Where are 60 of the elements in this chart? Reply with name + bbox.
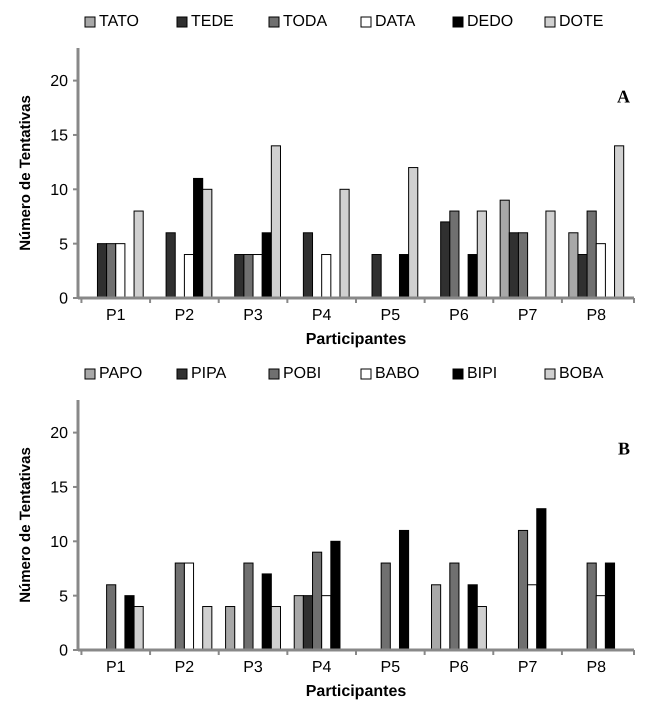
y-tick-label: 10	[50, 534, 68, 551]
bar	[449, 562, 460, 650]
bar	[243, 562, 254, 650]
y-tick-label: 20	[50, 425, 68, 442]
legend-label: DEDO	[467, 13, 514, 30]
x-tick-label: P8	[586, 659, 606, 676]
bar	[321, 254, 332, 298]
legend-label: DOTE	[559, 13, 604, 30]
x-tick-label: P8	[586, 307, 606, 324]
legend-label: PIPA	[191, 365, 227, 382]
legend-label: TODA	[283, 13, 328, 30]
legend-label: DATA	[375, 13, 416, 30]
bar	[372, 254, 382, 298]
x-tick-label: P2	[174, 659, 194, 676]
bar	[134, 210, 144, 298]
y-axis-title: Número de Tentativas	[17, 447, 34, 603]
y-tick-label: 5	[59, 588, 68, 606]
bar	[166, 232, 176, 298]
x-tick-label: P6	[449, 307, 469, 324]
bar	[106, 584, 116, 650]
bar	[398, 530, 410, 650]
legend-label: BABO	[375, 365, 420, 382]
x-tick-label: P5	[380, 659, 400, 676]
y-tick-label: 15	[50, 128, 68, 145]
y-tick-label: 5	[59, 236, 68, 254]
y-tick-label: 0	[59, 642, 68, 660]
x-tick-label: P1	[106, 659, 126, 676]
bar	[614, 145, 624, 298]
legend-label: PAPO	[99, 365, 142, 382]
bar	[302, 232, 314, 298]
bar	[339, 188, 350, 298]
legend-label: POBI	[283, 365, 322, 382]
legend-label: TEDE	[191, 13, 234, 30]
x-tick-label: P4	[312, 307, 332, 324]
x-tick-label: P7	[518, 659, 538, 676]
y-tick-label: 0	[59, 290, 68, 308]
y-tick-label: 10	[50, 182, 68, 199]
bar	[431, 584, 442, 650]
x-axis-title: Participantes	[306, 331, 406, 348]
x-tick-label: P1	[106, 307, 126, 324]
legend-label: BOBA	[559, 365, 604, 382]
x-tick-label: P3	[243, 659, 263, 676]
y-tick-label: 15	[50, 480, 68, 497]
bar	[202, 606, 212, 650]
legend-label: TATO	[99, 13, 139, 30]
y-tick-label: 20	[50, 73, 68, 90]
annotation: B	[618, 438, 630, 458]
x-tick-label: P5	[380, 307, 400, 324]
annotation: A	[617, 86, 630, 106]
x-axis-title: Participantes	[306, 683, 406, 700]
y-axis-title: Número de Tentativas	[17, 95, 34, 251]
x-tick-label: P4	[312, 659, 332, 676]
x-tick-label: P2	[174, 307, 194, 324]
bar	[225, 606, 236, 650]
bar	[380, 562, 391, 650]
legend-label: BIPI	[467, 365, 498, 382]
x-tick-label: P3	[243, 307, 263, 324]
x-tick-label: P7	[518, 307, 538, 324]
x-tick-label: P6	[449, 659, 469, 676]
bar	[545, 210, 556, 298]
